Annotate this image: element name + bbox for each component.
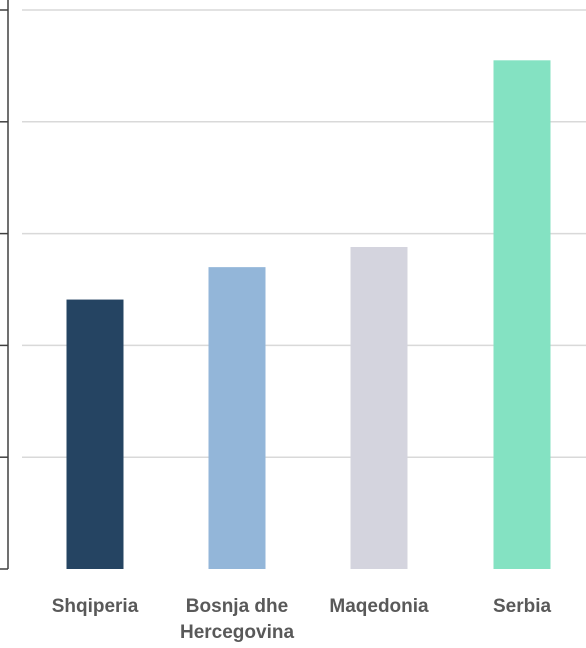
x-tick-label-line: Maqedonia <box>329 596 429 617</box>
x-tick-label: Bosnja dhe Hercegovina <box>180 596 294 643</box>
x-tick-label: Serbia <box>493 596 552 617</box>
x-tick-label: Shqiperia <box>52 596 139 617</box>
x-tick-label: Maqedonia <box>329 596 429 617</box>
bar <box>208 267 266 569</box>
x-tick-label-line: Serbia <box>493 596 552 617</box>
bar <box>350 247 408 570</box>
x-tick-label-line: Hercegovina <box>180 622 294 643</box>
y-axis <box>0 0 9 570</box>
x-tick-label-line: Bosnja dhe <box>186 596 288 617</box>
bar <box>66 299 124 569</box>
x-tick-label-line: Shqiperia <box>52 596 139 617</box>
bar <box>493 60 551 570</box>
category-labels: Shqiperia Bosnja dhe Hercegovina Maqedonia S… <box>52 596 552 643</box>
bars <box>66 60 551 570</box>
